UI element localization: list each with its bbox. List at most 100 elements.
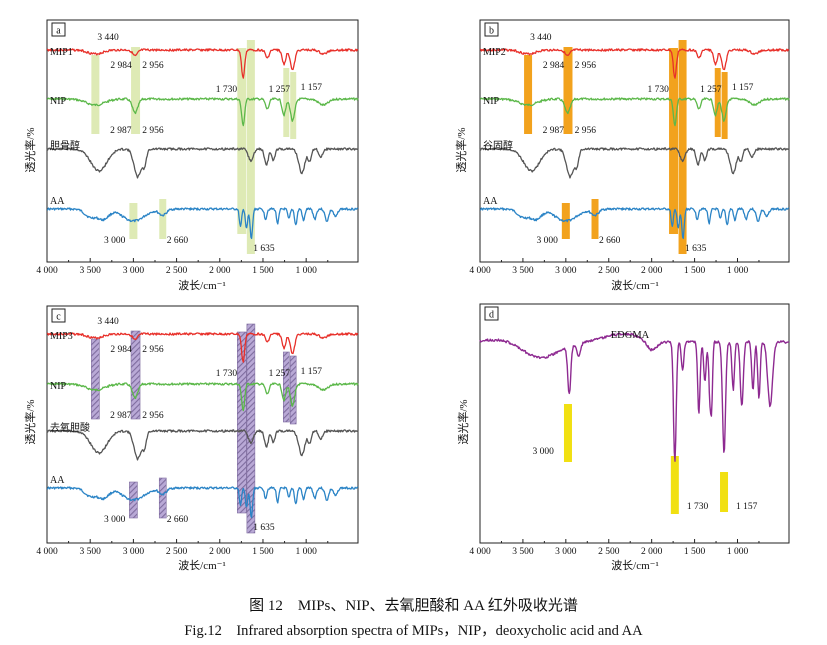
figure-caption-english: Fig.12 Infrared absorption spectra of MI… <box>184 623 643 639</box>
absorption-band <box>158 477 167 519</box>
series-label: MIP3 <box>50 331 73 342</box>
peak-annotation: 1 730 <box>647 85 669 95</box>
x-tick-label: 1 500 <box>252 266 274 276</box>
series-label: NIP <box>50 381 67 392</box>
spectrum-line-mip <box>46 332 359 363</box>
series-label: NIP <box>483 96 500 107</box>
series-label: AA <box>50 196 65 207</box>
plot-frame <box>46 19 359 263</box>
panel-label: c <box>56 312 61 323</box>
spectrum-line-mip <box>46 48 359 79</box>
x-tick-label: 3 000 <box>123 547 145 557</box>
panel-label: d <box>489 310 494 321</box>
x-tick-label: 1 000 <box>295 266 317 276</box>
peak-annotation: 3 000 <box>536 236 558 246</box>
absorption-band <box>720 472 729 512</box>
x-axis-label: 波长/cm⁻¹ <box>611 279 659 292</box>
plot-frame <box>479 303 790 544</box>
peak-annotation: 2 987 <box>110 126 132 136</box>
x-tick-label: 3 500 <box>512 547 534 557</box>
peak-annotation: 1 257 <box>700 85 722 95</box>
x-tick-label: 2 500 <box>598 266 620 276</box>
x-tick-label: 3 000 <box>123 266 145 276</box>
panel-label: a <box>56 26 61 37</box>
peak-annotation: 2 956 <box>142 411 164 421</box>
peak-annotation: 2 956 <box>142 126 164 136</box>
series-label: NIP <box>50 96 67 107</box>
peak-annotation: 2 660 <box>167 515 189 525</box>
peak-annotation: 2 984 <box>110 61 132 71</box>
x-tick-label: 2 000 <box>209 547 231 557</box>
x-axis-label: 波长/cm⁻¹ <box>178 279 226 292</box>
series-label: 谷固醇 <box>483 139 513 152</box>
peak-annotation: 3 000 <box>532 447 554 457</box>
absorption-band <box>563 47 573 134</box>
peak-annotation: 1 635 <box>253 244 275 254</box>
spectrum-line-template <box>46 429 359 461</box>
absorption-band <box>237 48 247 234</box>
peak-annotation: 3 000 <box>104 515 126 525</box>
y-axis-label: 透光率/% <box>454 127 468 172</box>
spectrum-line-edgma <box>479 332 790 462</box>
x-axis-label: 波长/cm⁻¹ <box>611 559 659 572</box>
series-label: AA <box>50 475 65 486</box>
peak-annotation: 2 987 <box>110 411 132 421</box>
x-tick-label: 1 500 <box>252 547 274 557</box>
spectrum-line-nip <box>479 97 790 127</box>
peak-annotation: 1 157 <box>736 502 758 512</box>
peak-annotation: 1 730 <box>216 85 238 95</box>
absorption-band <box>591 199 599 239</box>
absorption-band <box>290 72 297 139</box>
peak-annotation: 2 956 <box>575 61 597 71</box>
absorption-band <box>524 55 533 134</box>
chart-panel-a: 4 000 3 500 3 000 2 500 2 000 1 500 1 000 波长/cm… <box>23 19 359 292</box>
peak-annotation: 1 157 <box>301 367 323 377</box>
peak-annotation: 1 157 <box>301 83 323 93</box>
chart-panel-c: 4 000 3 500 3 000 2 500 2 000 1 500 1 000 波长/cm… <box>23 305 359 572</box>
plot-frame <box>46 305 359 544</box>
x-tick-label: 3 500 <box>80 547 102 557</box>
series-label: AA <box>483 196 498 207</box>
x-tick-label: 3 000 <box>555 547 577 557</box>
peak-annotation: 3 440 <box>97 317 119 327</box>
panel-label-box <box>51 22 66 37</box>
peak-annotation: 1 730 <box>687 502 709 512</box>
absorption-band <box>159 199 167 239</box>
y-axis-label: 透光率/% <box>23 399 37 444</box>
x-tick-label: 4 000 <box>36 266 58 276</box>
absorption-band <box>721 72 728 139</box>
peak-annotation: 2 956 <box>142 345 164 355</box>
absorption-band <box>91 55 100 134</box>
series-label: MIP1 <box>50 47 73 58</box>
series-label: 去氧胆酸 <box>50 421 90 434</box>
spectrum-line-nip <box>46 97 359 127</box>
peak-annotation: 1 730 <box>216 369 238 379</box>
chart-panel-d: 4 000 3 500 3 000 2 500 2 000 1 500 1 000 波长/cm… <box>456 303 790 572</box>
chart-title: EDGMA <box>611 330 650 341</box>
spectrum-line-nip <box>46 382 359 412</box>
series-label: MIP2 <box>483 47 506 58</box>
absorption-band <box>714 68 721 137</box>
x-tick-label: 2 000 <box>209 266 231 276</box>
peak-annotation: 1 257 <box>269 85 291 95</box>
absorption-band <box>246 323 256 534</box>
absorption-band <box>131 47 141 134</box>
spectrum-line-aa <box>480 207 790 240</box>
absorption-band <box>283 68 290 137</box>
spectrum-line-mip <box>479 48 790 79</box>
peak-annotation: 3 440 <box>97 33 119 43</box>
x-tick-label: 1 000 <box>727 266 749 276</box>
peak-annotation: 1 635 <box>253 523 275 533</box>
x-tick-label: 4 000 <box>469 547 491 557</box>
x-tick-label: 1 500 <box>684 547 706 557</box>
x-tick-label: 2 500 <box>598 547 620 557</box>
panel-label-box <box>484 22 499 37</box>
absorption-band <box>678 40 687 254</box>
figure-caption-chinese: 图 12 MIPs、NIP、去氧胆酸和 AA 红外吸收光谱 <box>249 598 578 614</box>
x-tick-label: 1 000 <box>727 547 749 557</box>
spectrum-line-aa <box>47 486 359 519</box>
series-label: 胆骨醇 <box>50 139 80 152</box>
x-tick-label: 3 500 <box>512 266 534 276</box>
absorption-band <box>91 338 100 420</box>
absorption-band <box>130 330 141 420</box>
